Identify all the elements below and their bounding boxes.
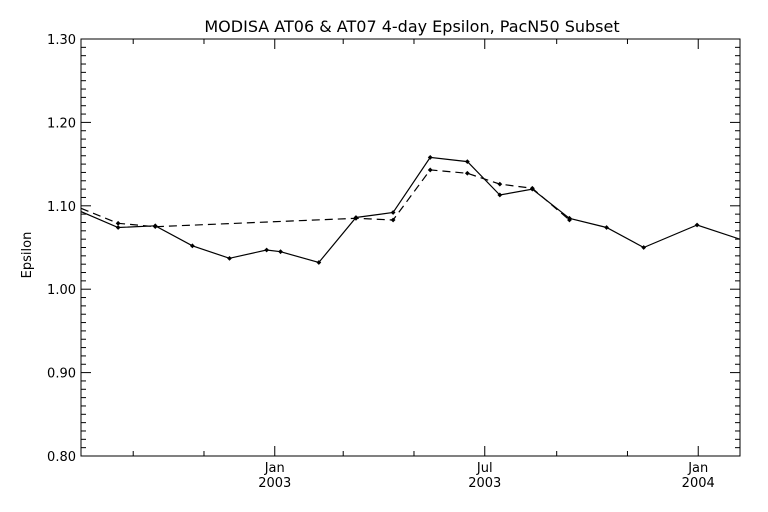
data-point-solid — [278, 249, 283, 255]
x-tick-label-year: 2003 — [468, 476, 501, 491]
data-point-dashed — [529, 185, 535, 191]
y-tick-label: 1.20 — [47, 116, 76, 131]
chart-title: MODISA AT06 & AT07 4-day Epsilon, PacN50… — [204, 17, 619, 36]
data-point-dashed — [427, 167, 433, 173]
x-tick-label-month: Jul — [476, 461, 493, 476]
x-tick-label-month: Jan — [264, 461, 285, 476]
data-point-solid — [264, 247, 270, 253]
series-line-solid — [81, 156, 740, 264]
y-tick-label: 1.00 — [47, 283, 76, 298]
data-point-solid — [497, 192, 503, 198]
y-tick-label: 0.80 — [47, 450, 76, 465]
data-point-solid — [604, 225, 609, 230]
data-point-solid — [390, 210, 396, 215]
data-point-dashed — [353, 215, 359, 221]
data-point-solid — [694, 222, 700, 228]
y-tick-label: 1.30 — [47, 33, 76, 48]
data-point-solid — [227, 255, 232, 261]
data-point-solid — [427, 155, 433, 160]
data-point-dashed — [152, 224, 158, 230]
data-point-solid — [115, 225, 121, 230]
x-tick-label-month: Jan — [687, 461, 708, 476]
plot-frame — [80, 38, 741, 457]
data-point-solid — [464, 159, 470, 164]
data-point-solid — [316, 260, 322, 265]
x-tick-label-year: 2003 — [258, 476, 291, 491]
data-point-solid — [189, 243, 195, 249]
data-point-solid — [641, 245, 647, 250]
data-point-dashed — [390, 217, 396, 223]
y-tick-label: 0.90 — [47, 367, 76, 382]
y-axis-label: Epsilon — [20, 232, 35, 279]
y-tick-label: 1.10 — [47, 200, 76, 215]
series-line-dashed — [81, 169, 570, 228]
axes: 0.800.901.001.101.201.30Jan2003Jul2003Ja… — [47, 33, 741, 491]
data-point-dashed — [464, 170, 470, 176]
data-point-dashed — [497, 181, 503, 187]
x-tick-label-year: 2004 — [682, 476, 715, 491]
series-layer — [81, 155, 740, 265]
data-point-dashed — [567, 217, 572, 223]
data-point-dashed — [115, 220, 121, 226]
